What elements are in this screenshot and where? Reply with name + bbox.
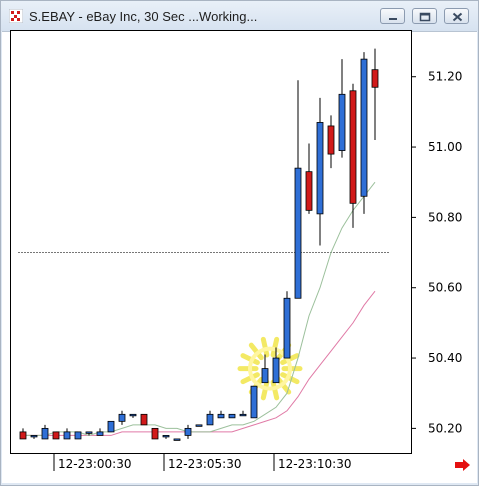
- candle-down: [371, 69, 379, 88]
- minimize-button[interactable]: [380, 8, 405, 24]
- candle-down: [52, 431, 60, 440]
- candle-down: [327, 125, 335, 155]
- candle-up: [261, 368, 269, 384]
- candle-up: [74, 431, 82, 440]
- candle-up: [360, 58, 368, 197]
- scroll-right-arrow-icon[interactable]: [455, 459, 471, 471]
- title-bar[interactable]: S.EBAY - eBay Inc, 30 Sec ...Working...: [1, 1, 478, 31]
- minimize-icon: [389, 18, 397, 20]
- x-tick-label: 12-23:00:30: [58, 457, 132, 471]
- candle-up: [173, 438, 181, 441]
- candle-up: [195, 424, 203, 427]
- candle-up: [96, 431, 104, 436]
- candle-down: [349, 90, 357, 204]
- highlight-ray: [240, 353, 260, 366]
- candle-up: [107, 420, 115, 433]
- highlight-ring: [248, 346, 292, 391]
- candle-up: [129, 413, 137, 417]
- candle-up: [228, 413, 236, 419]
- candle-up: [118, 413, 126, 422]
- candle-down: [19, 431, 27, 440]
- candle-up: [239, 413, 247, 417]
- y-tick-label: 51.00: [428, 140, 462, 154]
- restore-button[interactable]: [412, 8, 437, 24]
- candle-up: [316, 122, 324, 215]
- candle-up: [217, 413, 225, 419]
- candle-up: [162, 435, 170, 438]
- candle-up: [63, 431, 71, 440]
- candle-down: [151, 427, 159, 440]
- y-tick-label: 50.80: [428, 210, 462, 224]
- candle-up: [250, 385, 258, 419]
- close-button[interactable]: [444, 8, 469, 24]
- highlight-ray: [240, 372, 260, 385]
- y-tick-label: 50.20: [428, 421, 462, 435]
- candle-up: [30, 435, 38, 438]
- close-icon: [452, 12, 463, 22]
- fast-moving-average-line: [23, 181, 376, 436]
- y-tick-label: 50.60: [428, 281, 462, 295]
- y-tick-label: 50.40: [428, 351, 462, 365]
- candle-up: [272, 357, 280, 384]
- y-tick-label: 51.20: [428, 70, 462, 84]
- candle-up: [184, 427, 192, 436]
- candle-down: [140, 413, 148, 426]
- candle-up: [283, 297, 291, 359]
- slow-moving-average-line: [23, 290, 376, 436]
- candle-down: [305, 171, 313, 211]
- x-tick-label: 12-23:10:30: [278, 457, 352, 471]
- x-tick-label: 12-23:05:30: [168, 457, 242, 471]
- breakout-highlight: [237, 336, 303, 401]
- candle-up: [338, 93, 346, 151]
- candle-up: [206, 413, 214, 426]
- candle-up: [294, 167, 302, 299]
- restore-icon: [419, 12, 431, 22]
- candle-up: [41, 427, 49, 440]
- window-title: S.EBAY - eBay Inc, 30 Sec ...Working...: [29, 9, 258, 24]
- chart-app-icon: [9, 9, 23, 23]
- candle-up: [85, 431, 93, 434]
